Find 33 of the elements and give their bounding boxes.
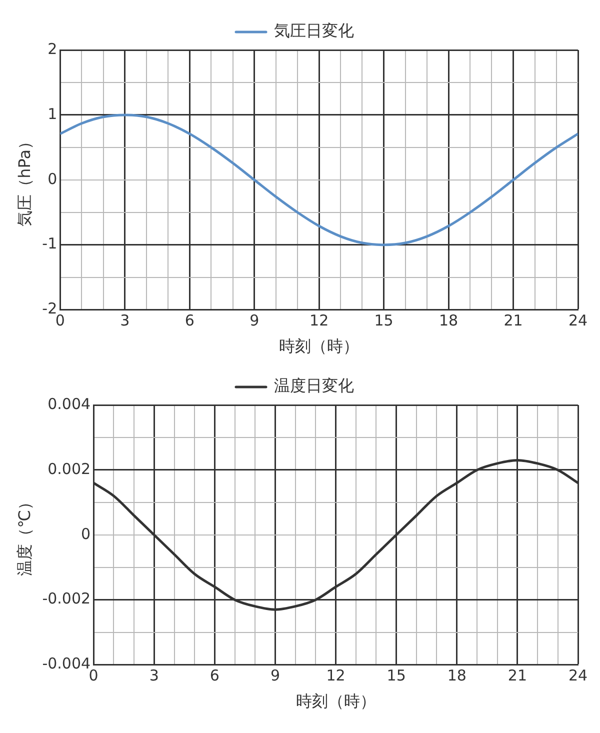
x-tick-label: 15 xyxy=(386,666,406,685)
x-tick-label: 12 xyxy=(326,666,346,685)
y-tick-label: 2 xyxy=(48,40,58,58)
legend-label: 温度日変化 xyxy=(274,376,354,396)
y-tick-label: -2 xyxy=(42,300,58,318)
x-axis-title: 時刻（時） xyxy=(296,692,376,711)
y-tick-label: 0 xyxy=(81,524,91,543)
x-tick-label: 6 xyxy=(210,666,220,685)
x-tick-label: 3 xyxy=(149,666,159,685)
x-tick-label: 6 xyxy=(184,312,194,330)
y-tick-label: 0.004 xyxy=(48,394,91,413)
x-tick-label: 3 xyxy=(120,312,130,330)
y-axis-title: 気圧（hPa） xyxy=(14,133,34,226)
line-series xyxy=(60,114,578,246)
x-tick-label: 9 xyxy=(270,666,280,685)
x-tick-label: 24 xyxy=(568,312,588,330)
legend-label: 気圧日変化 xyxy=(274,21,354,40)
x-tick-label: 21 xyxy=(504,312,523,330)
y-axis-title: 温度（℃） xyxy=(14,494,34,576)
x-tick-label: 21 xyxy=(508,666,527,685)
x-tick-label: 24 xyxy=(568,666,588,685)
x-axis-title: 時刻（時） xyxy=(279,336,360,356)
y-tick-label: 0.002 xyxy=(48,460,91,478)
y-tick-label: -1 xyxy=(42,234,58,253)
x-tick-label: 12 xyxy=(310,312,329,330)
x-tick-label: 18 xyxy=(438,312,458,330)
y-tick-label: -0.004 xyxy=(42,654,91,673)
y-tick-label: -0.002 xyxy=(42,590,91,608)
x-tick-label: 9 xyxy=(250,312,260,330)
y-tick-label: 1 xyxy=(48,104,58,123)
y-tick-label: 0 xyxy=(48,170,58,188)
x-tick-label: 18 xyxy=(447,666,466,685)
x-tick-label: 15 xyxy=(374,312,394,330)
